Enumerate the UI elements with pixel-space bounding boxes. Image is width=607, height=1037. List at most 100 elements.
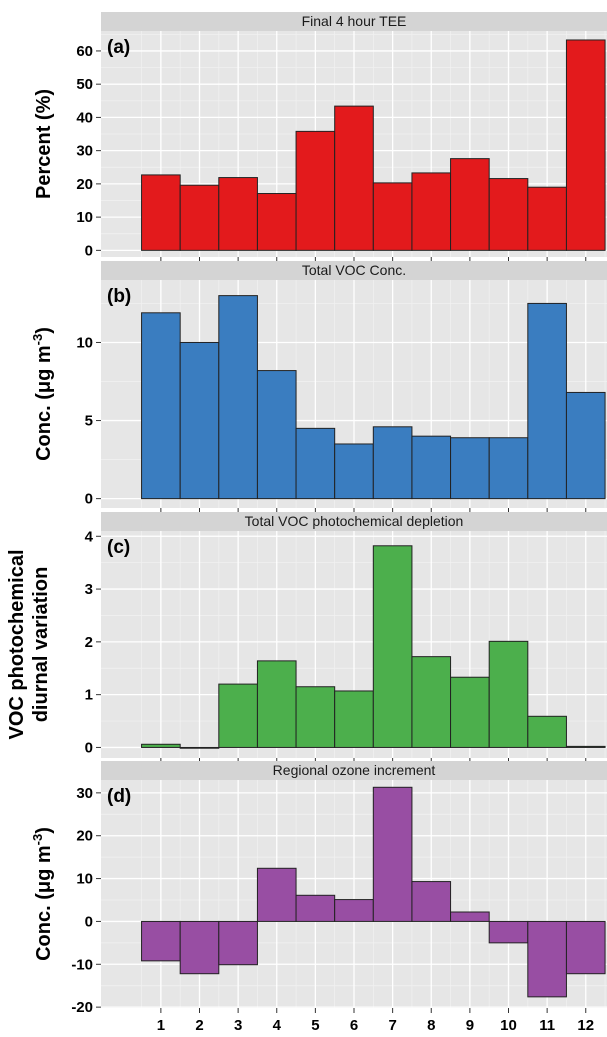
bar-9 [450,158,490,251]
y-tick-label: 5 [85,413,93,430]
bar-11 [527,302,567,500]
x-tick-label: 2 [195,1017,203,1034]
bar-12 [565,920,606,975]
y-tick-label: 3 [85,581,93,598]
x-tick-label: 7 [388,1017,396,1034]
bar-4 [256,867,297,922]
y-tick-label: 20 [76,828,93,845]
panel-title: Total VOC photochemical depletion [245,513,464,529]
bar-10 [488,920,529,944]
bar-12 [565,39,606,251]
bar-8 [411,435,452,500]
y-tick-label: 20 [76,176,93,193]
bar-2 [179,184,220,251]
x-tick-label: 5 [311,1017,319,1034]
bar-1 [141,920,181,962]
y-tick-label: -20 [71,999,93,1016]
panel-tag: (c) [107,537,130,558]
x-tick-label: 12 [577,1017,594,1034]
strip-background [101,761,607,780]
bar-3 [218,295,258,500]
x-tick-label: 8 [427,1017,435,1034]
panel-tag: (d) [107,786,131,807]
y-tick-label: 0 [85,242,93,259]
y-axis-label-line-2: diurnal variation [30,567,52,723]
y-axis-label-superscript: -3 [30,834,45,846]
panel-tag: (b) [107,286,131,307]
y-tick-label: 10 [76,871,93,888]
bar-7 [372,545,413,748]
bar-11 [527,715,567,748]
y-axis-label-close: ) [33,327,55,334]
bar-5 [295,686,336,748]
bar-9 [450,911,490,922]
y-axis-label-close: ) [33,827,55,834]
bar-9 [450,437,490,500]
bar-5 [295,427,336,500]
y-axis-label: Conc. (μg m-3) [30,327,55,461]
y-axis-label-text: Conc. (μg m [33,845,55,961]
strip-background [101,512,607,531]
bar-3 [218,177,258,251]
y-axis-label-text: Conc. (μg m [33,345,55,461]
bar-7 [372,786,413,922]
y-tick-label: 30 [76,785,93,802]
bar-1 [141,743,181,748]
y-axis-label: Percent (%) [33,89,55,199]
bar-12 [565,391,606,500]
bar-2 [179,746,220,749]
panel-tag: (a) [107,37,130,58]
y-tick-label: 30 [76,143,93,160]
panel-2: Total VOC Conc. 0 5 10 (b) Conc. (μg m-3) [30,261,607,513]
y-tick-label: 0 [85,739,93,756]
bar-6 [334,105,374,251]
bar-4 [256,660,297,748]
bar-4 [256,193,297,251]
y-tick-label: 40 [76,109,93,126]
panel-title: Final 4 hour TEE [302,13,407,29]
y-tick-label: 10 [76,209,93,226]
x-tick-label: 10 [500,1017,517,1034]
panel-title: Total VOC Conc. [302,262,406,278]
bar-5 [295,130,336,251]
y-tick-label: -10 [71,956,93,973]
y-tick-label: 0 [85,491,93,508]
y-axis-label: Conc. (μg m-3) [30,827,55,961]
x-tick-label: 11 [539,1017,555,1034]
bar-4 [256,370,297,500]
bar-6 [334,443,374,500]
bar-8 [411,656,452,748]
x-tick-label: 6 [350,1017,358,1034]
bar-7 [372,426,413,500]
bar-3 [218,920,258,966]
panel-1: Final 4 hour TEE 0 10 20 30 40 50 60 (a) Percent … [33,12,607,262]
y-axis-label-superscript: -3 [30,334,45,346]
bar-7 [372,182,413,251]
bar-9 [450,676,490,748]
bar-11 [527,920,567,998]
bar-5 [295,894,336,922]
y-tick-label: 50 [76,76,93,93]
panel-title: Regional ozone increment [273,762,436,778]
bar-10 [488,640,529,748]
x-tick-label: 3 [234,1017,242,1034]
bar-12 [565,745,606,748]
x-tick-label: 4 [273,1017,282,1034]
x-tick-label: 9 [466,1017,474,1034]
bar-10 [488,178,529,251]
y-tick-label: 4 [85,528,94,545]
bar-1 [141,312,181,500]
panel-3: Total VOC photochemical depletion 0 1 2 3 4 (c… [6,512,607,763]
bar-6 [334,899,374,922]
bar-3 [218,683,258,748]
y-tick-label: 10 [76,334,93,351]
bar-8 [411,881,452,922]
strip-background [101,261,607,280]
bar-10 [488,437,529,500]
x-tick-label: 1 [157,1017,165,1034]
y-tick-label: 60 [76,43,93,60]
y-tick-label: 1 [85,687,93,704]
bar-2 [179,920,220,975]
